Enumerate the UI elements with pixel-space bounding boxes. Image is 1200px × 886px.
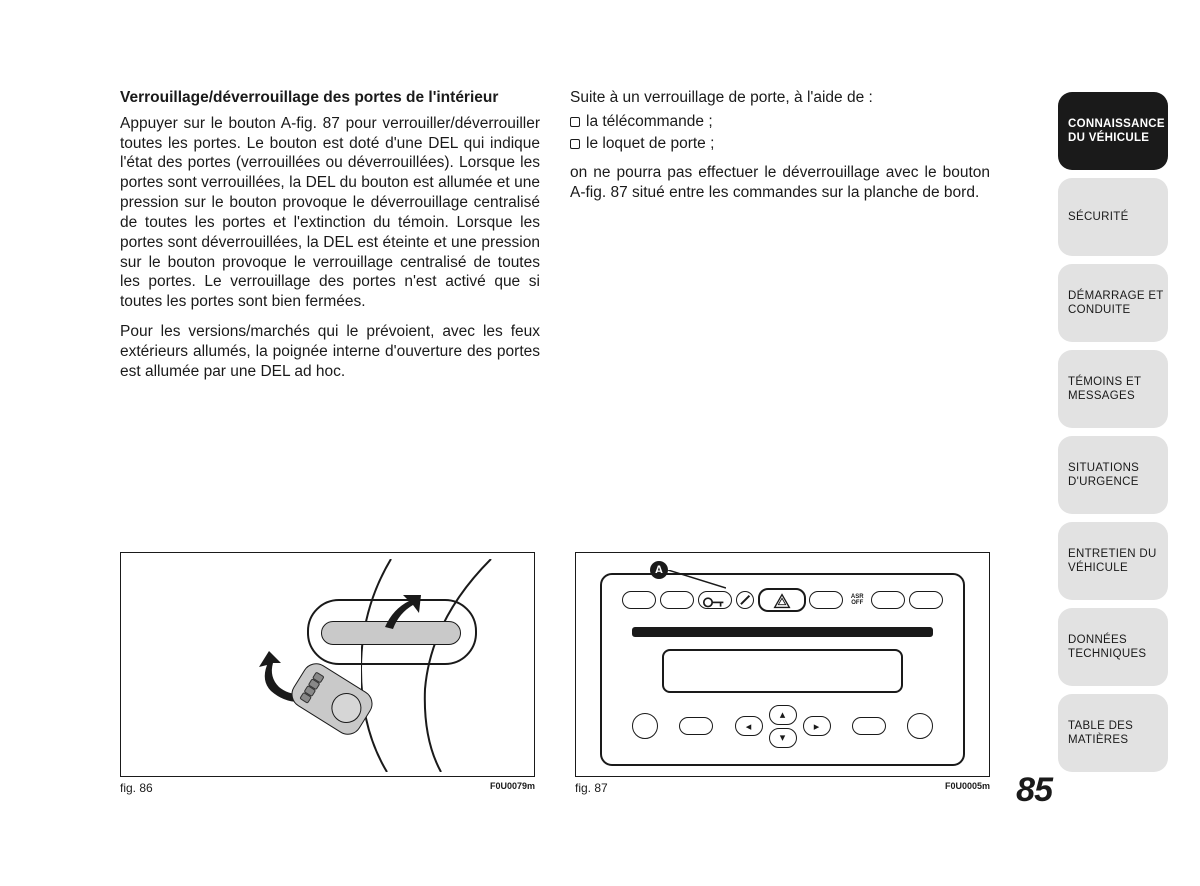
cd-slot — [632, 627, 933, 637]
paragraph: Suite à un verrouillage de porte, à l'ai… — [570, 88, 990, 108]
figure-caption-row: fig. 86 F0U0079m — [120, 781, 535, 795]
nav-cluster: ◂ ▴ ▾ ▸ — [735, 705, 831, 748]
figure-86: fig. 86 F0U0079m — [120, 552, 535, 795]
figure-86-box — [120, 552, 535, 777]
radio-display — [662, 649, 903, 693]
door-outline-icon — [361, 559, 591, 772]
dash-button — [622, 591, 656, 609]
tab-matieres[interactable]: TABLE DES MATIÈRES — [1058, 694, 1168, 772]
figure-caption: fig. 87 — [575, 781, 608, 795]
dash-button — [809, 591, 843, 609]
tab-donnees[interactable]: DONNÉES TECHNIQUES — [1058, 608, 1168, 686]
prohibit-icon — [736, 591, 754, 609]
dash-button — [871, 591, 905, 609]
right-column: Suite à un verrouillage de porte, à l'ai… — [570, 88, 990, 392]
figure-code: F0U0079m — [490, 781, 535, 795]
dash-button — [909, 591, 943, 609]
hazard-triangle-icon — [760, 590, 804, 612]
key-icon — [701, 594, 729, 611]
asr-off-label: ASR OFF — [847, 594, 867, 606]
content-area: Verrouillage/déverrouillage des portes d… — [120, 88, 990, 392]
figure-87: A — [575, 552, 990, 795]
nav-down-button: ▾ — [769, 728, 797, 748]
paragraph: on ne pourra pas effectuer le déverrouil… — [570, 163, 990, 203]
tab-securite[interactable]: SÉCURITÉ — [1058, 178, 1168, 256]
bullet-item: le loquet de porte ; — [570, 134, 990, 154]
hazard-button — [758, 588, 806, 612]
bullet-text: la télécommande ; — [586, 113, 713, 130]
page-number: 85 — [1016, 771, 1052, 810]
bullet-text: le loquet de porte ; — [586, 135, 714, 152]
section-heading: Verrouillage/déverrouillage des portes d… — [120, 88, 540, 108]
dash-button — [660, 591, 694, 609]
tab-entretien[interactable]: ENTRETIEN DU VÉHICULE — [1058, 522, 1168, 600]
key-fob-icon — [293, 675, 371, 723]
nav-left-button: ◂ — [735, 716, 763, 736]
figure-87-box: A — [575, 552, 990, 777]
paragraph: Pour les versions/marchés qui le prévoie… — [120, 322, 540, 381]
arrow-up-icon — [379, 593, 421, 635]
bullet-icon — [570, 117, 580, 127]
left-column: Verrouillage/déverrouillage des portes d… — [120, 88, 540, 392]
tab-connaissance[interactable]: CONNAISSANCE DU VÉHICULE — [1058, 92, 1168, 170]
section-tabs: CONNAISSANCE DU VÉHICULE SÉCURITÉ DÉMARR… — [1058, 92, 1168, 780]
tab-temoins[interactable]: TÉMOINS ET MESSAGES — [1058, 350, 1168, 428]
dashboard-panel: ASR OFF ◂ ▴ ▾ ▸ — [600, 573, 965, 766]
bullet-item: la télécommande ; — [570, 112, 990, 132]
paragraph: Appuyer sur le bouton A-fig. 87 pour ver… — [120, 114, 540, 312]
knob-right — [907, 713, 933, 739]
dash-button — [852, 717, 886, 735]
dashboard-top-row: ASR OFF — [622, 585, 943, 615]
tab-urgence[interactable]: SITUATIONS D'URGENCE — [1058, 436, 1168, 514]
bullet-icon — [570, 139, 580, 149]
tab-demarrage[interactable]: DÉMARRAGE ET CONDUITE — [1058, 264, 1168, 342]
dash-button — [679, 717, 713, 735]
lock-button — [698, 591, 732, 609]
dashboard-bottom-row: ◂ ▴ ▾ ▸ — [632, 706, 933, 746]
figure-caption: fig. 86 — [120, 781, 153, 795]
text-columns: Verrouillage/déverrouillage des portes d… — [120, 88, 990, 392]
figure-caption-row: fig. 87 F0U0005m — [575, 781, 990, 795]
knob-left — [632, 713, 658, 739]
figure-code: F0U0005m — [945, 781, 990, 795]
nav-up-button: ▴ — [769, 705, 797, 725]
figures-row: fig. 86 F0U0079m A — [120, 552, 990, 795]
nav-right-button: ▸ — [803, 716, 831, 736]
